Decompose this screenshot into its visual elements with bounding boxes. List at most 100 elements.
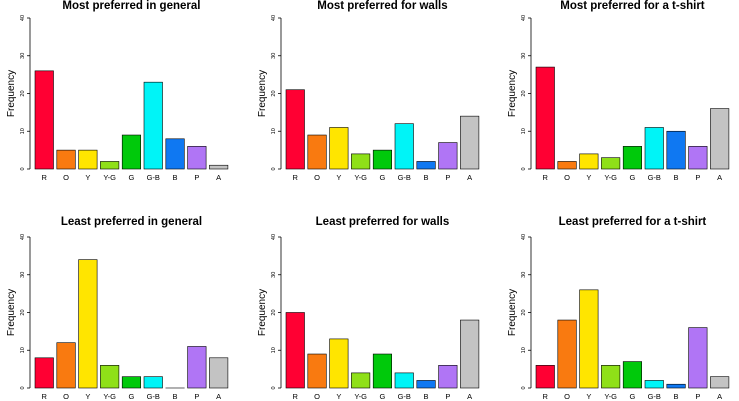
- y-tick-label: 40: [521, 234, 527, 240]
- y-tick-label: 40: [271, 234, 277, 240]
- chart-title: Least preferred in general: [61, 216, 202, 228]
- y-tick-label: 10: [20, 347, 26, 353]
- chart-panel-3: Most preferred for a t-shirt Frequency 0 10…: [507, 0, 730, 182]
- y-tick-label: 40: [20, 234, 26, 240]
- bar-y: [579, 153, 599, 170]
- bar-a: [460, 115, 480, 170]
- bar-p: [688, 327, 708, 389]
- bar-r: [34, 70, 54, 170]
- y-tick-label: 30: [20, 272, 26, 278]
- bar-p: [688, 146, 708, 170]
- x-tick-label: R: [543, 392, 549, 401]
- x-tick-label: R: [42, 173, 48, 182]
- chart-panel-6: Least preferred for a t-shirt Frequency 0 1…: [507, 216, 730, 401]
- bar-b: [416, 380, 436, 389]
- bar-y-g: [100, 161, 120, 170]
- bar-a: [710, 108, 730, 170]
- y-tick-label: 20: [20, 309, 26, 315]
- bar-g-b: [644, 127, 664, 170]
- x-tick-label: P: [194, 173, 199, 182]
- y-tick-label: 10: [521, 347, 527, 353]
- bar-y: [78, 149, 98, 170]
- x-tick-label: O: [63, 173, 69, 182]
- bar-b: [666, 383, 686, 389]
- bar-y: [78, 259, 98, 389]
- bar-b: [666, 130, 686, 170]
- bar-p: [187, 146, 207, 170]
- bar-g: [372, 353, 393, 389]
- y-tick-label: 10: [271, 128, 277, 134]
- x-tick-label: A: [216, 392, 221, 401]
- x-tick-label: O: [564, 173, 570, 182]
- y-tick-label: 30: [20, 53, 26, 59]
- x-tick-label: G: [129, 173, 135, 182]
- y-tick-label: 0: [521, 386, 527, 389]
- x-tick-label: R: [42, 392, 48, 401]
- x-tick-label: G-B: [648, 392, 661, 401]
- x-tick-label: A: [467, 173, 472, 182]
- bar-b: [416, 161, 436, 170]
- x-tick-label: B: [424, 173, 429, 182]
- chart-title: Most preferred for walls: [317, 0, 447, 12]
- bar-r: [285, 312, 305, 389]
- bar-y-g: [601, 365, 621, 389]
- x-tick-label: B: [424, 392, 429, 401]
- x-tick-label: Y-G: [354, 173, 367, 182]
- y-tick-label: 40: [521, 15, 527, 21]
- x-tick-label: G: [129, 392, 135, 401]
- x-tick-label: G-B: [398, 392, 411, 401]
- x-tick-label: A: [216, 173, 221, 182]
- bar-g-b: [143, 81, 163, 170]
- y-tick-label: 10: [521, 128, 527, 134]
- x-tick-label: G-B: [398, 173, 411, 182]
- chart-title: Least preferred for walls: [316, 216, 450, 228]
- x-tick-label: O: [63, 392, 69, 401]
- y-tick-label: 10: [271, 347, 277, 353]
- bar-p: [438, 142, 458, 170]
- x-tick-label: P: [695, 173, 700, 182]
- bar-g: [121, 376, 141, 389]
- y-tick-label: 0: [271, 386, 277, 389]
- x-tick-label: Y: [586, 173, 591, 182]
- y-tick-label: 10: [20, 128, 26, 134]
- bar-g-b: [394, 372, 414, 389]
- x-tick-label: Y: [85, 173, 90, 182]
- x-tick-label: B: [173, 392, 178, 401]
- bar-y: [329, 127, 349, 170]
- x-tick-label: Y: [586, 392, 591, 401]
- y-axis-label: Frequency: [507, 70, 518, 117]
- y-tick-label: 0: [20, 386, 26, 389]
- chart-panel-1: Most preferred in general Frequency 0 10 20 3…: [6, 0, 229, 182]
- x-tick-label: Y-G: [604, 173, 617, 182]
- chart-panel-5: Least preferred for walls Frequency 0 10 20 3…: [257, 216, 480, 401]
- x-tick-label: G-B: [648, 173, 661, 182]
- bar-a: [209, 164, 229, 170]
- y-tick-label: 40: [271, 15, 277, 21]
- x-tick-label: R: [543, 173, 549, 182]
- y-tick-label: 30: [521, 53, 527, 59]
- bar-r: [285, 89, 305, 170]
- y-tick-label: 30: [521, 272, 527, 278]
- chart-title: Most preferred in general: [62, 0, 200, 12]
- x-tick-label: G: [630, 173, 636, 182]
- y-tick-label: 20: [271, 90, 277, 96]
- x-tick-label: B: [674, 392, 679, 401]
- x-tick-label: O: [314, 392, 320, 401]
- y-tick-label: 0: [271, 167, 277, 170]
- bar-a: [460, 319, 480, 389]
- bar-y-g: [601, 157, 621, 170]
- chart-panel-4: Least preferred in general Frequency 0 10 20…: [6, 216, 229, 401]
- y-axis-label: Frequency: [257, 70, 268, 117]
- x-tick-label: G: [630, 392, 636, 401]
- bar-p: [438, 365, 458, 389]
- x-tick-label: Y-G: [103, 173, 116, 182]
- x-tick-label: O: [314, 173, 320, 182]
- x-tick-label: G-B: [147, 173, 160, 182]
- chart-title: Least preferred for a t-shirt: [559, 216, 707, 228]
- y-tick-label: 20: [271, 309, 277, 315]
- bar-r: [535, 66, 555, 170]
- bar-g-b: [143, 376, 163, 389]
- x-tick-label: Y-G: [354, 392, 367, 401]
- x-tick-label: A: [467, 392, 472, 401]
